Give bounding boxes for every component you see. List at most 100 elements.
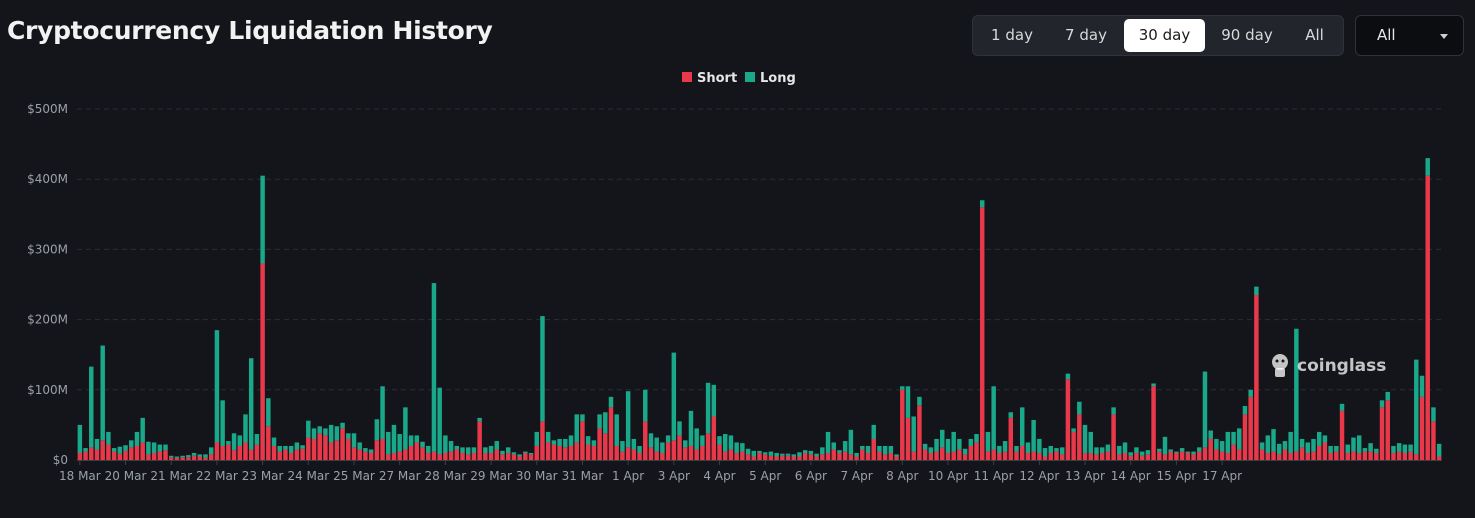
bar-short — [603, 433, 608, 460]
bar-long — [1311, 438, 1316, 452]
bar-short — [1179, 451, 1185, 460]
bar-long — [905, 386, 911, 418]
bar-long — [603, 412, 608, 434]
range-30-day-button[interactable]: 30 day — [1124, 19, 1205, 52]
bar-short — [1271, 451, 1276, 460]
bar-short — [1168, 451, 1173, 460]
bar-short — [323, 435, 328, 460]
bar-short — [1379, 407, 1385, 460]
bar-long — [1054, 448, 1059, 452]
bar-long — [1037, 438, 1042, 453]
bar-long — [751, 450, 757, 457]
bar-short — [431, 451, 437, 460]
bar-short — [243, 442, 248, 460]
bar-long — [403, 407, 408, 450]
bar-short — [1014, 451, 1019, 460]
bar-short — [1128, 455, 1133, 460]
bar-short — [220, 445, 225, 460]
bar-long — [1419, 375, 1425, 397]
x-tick-label: 24 Mar — [287, 469, 329, 483]
x-tick-label: 28 Mar — [425, 469, 467, 483]
bar-short — [466, 454, 471, 460]
bar-long — [1345, 444, 1350, 453]
x-tick-label: 13 Apr — [1065, 469, 1105, 483]
bar-long — [734, 442, 739, 453]
bar-long — [745, 448, 751, 455]
bar-short — [414, 442, 420, 460]
coin-select-dropdown[interactable]: All — [1355, 15, 1464, 56]
bar-short — [700, 445, 705, 460]
bar-long — [283, 445, 288, 450]
legend-long-swatch — [745, 72, 755, 82]
bar-long — [1145, 450, 1151, 455]
bar-long — [865, 445, 871, 453]
bar-long — [1094, 447, 1099, 455]
bar-long — [671, 352, 677, 441]
bar-long — [1202, 371, 1208, 448]
bar-short — [842, 451, 848, 460]
bar-long — [1277, 443, 1282, 455]
bar-long — [374, 419, 380, 441]
bar-long — [180, 455, 185, 458]
bar-short — [1436, 456, 1442, 460]
bar-short — [951, 451, 956, 460]
bar-short — [283, 449, 288, 460]
bar-short — [991, 449, 996, 460]
coinglass-watermark: coinglass — [1268, 352, 1386, 380]
bar-short — [1254, 295, 1259, 460]
bar-short — [163, 450, 168, 460]
x-tick-label: 6 Apr — [795, 469, 827, 483]
bar-short — [374, 440, 380, 460]
bar-short — [106, 444, 111, 460]
x-tick-label: 31 Mar — [562, 469, 604, 483]
bar-long — [111, 448, 117, 452]
range-90-day-button[interactable]: 90 day — [1221, 26, 1273, 44]
bar-long — [1368, 443, 1373, 452]
bar-long — [1288, 431, 1293, 453]
bar-long — [386, 431, 391, 455]
bar-short — [363, 451, 368, 460]
bar-short — [1294, 451, 1299, 460]
bar-short — [637, 452, 642, 460]
legend-short-swatch — [682, 72, 692, 82]
bar-long — [317, 426, 322, 434]
bar-short — [1077, 414, 1082, 460]
bar-long — [1025, 442, 1031, 453]
bar-long — [1385, 391, 1390, 401]
bar-long — [974, 434, 979, 443]
bar-long — [288, 445, 294, 453]
bar-short — [460, 452, 465, 460]
bar-long — [517, 454, 522, 457]
x-tick-label: 10 Apr — [928, 469, 968, 483]
bar-long — [1059, 447, 1065, 455]
bar-long — [494, 441, 499, 450]
range-1-day-button[interactable]: 1 day — [991, 26, 1033, 44]
bar-short — [837, 452, 842, 460]
bar-long — [574, 414, 579, 443]
bar-long — [363, 448, 368, 452]
bar-short — [591, 445, 597, 460]
x-tick-label: 17 Apr — [1202, 469, 1242, 483]
bar-short — [614, 445, 619, 460]
bar-long — [1248, 389, 1253, 397]
bar-long — [540, 316, 545, 422]
bar-short — [277, 451, 282, 460]
bar-long — [757, 450, 762, 453]
bar-short — [408, 445, 414, 460]
bar-long — [466, 447, 471, 455]
bar-long — [1265, 435, 1271, 453]
bar-long — [1402, 444, 1408, 453]
bar-long — [1408, 444, 1413, 452]
bar-long — [397, 434, 402, 452]
range-all-button[interactable]: All — [1305, 26, 1324, 44]
range-7-day-button[interactable]: 7 day — [1065, 26, 1107, 44]
bar-short — [100, 440, 105, 460]
bar-long — [140, 417, 145, 443]
bar-long — [1271, 429, 1276, 452]
bar-long — [420, 441, 425, 448]
bar-long — [1197, 447, 1202, 452]
bar-short — [1408, 451, 1413, 460]
bar-short — [625, 447, 631, 460]
bar-short — [848, 454, 854, 460]
bar-short — [1054, 451, 1059, 460]
